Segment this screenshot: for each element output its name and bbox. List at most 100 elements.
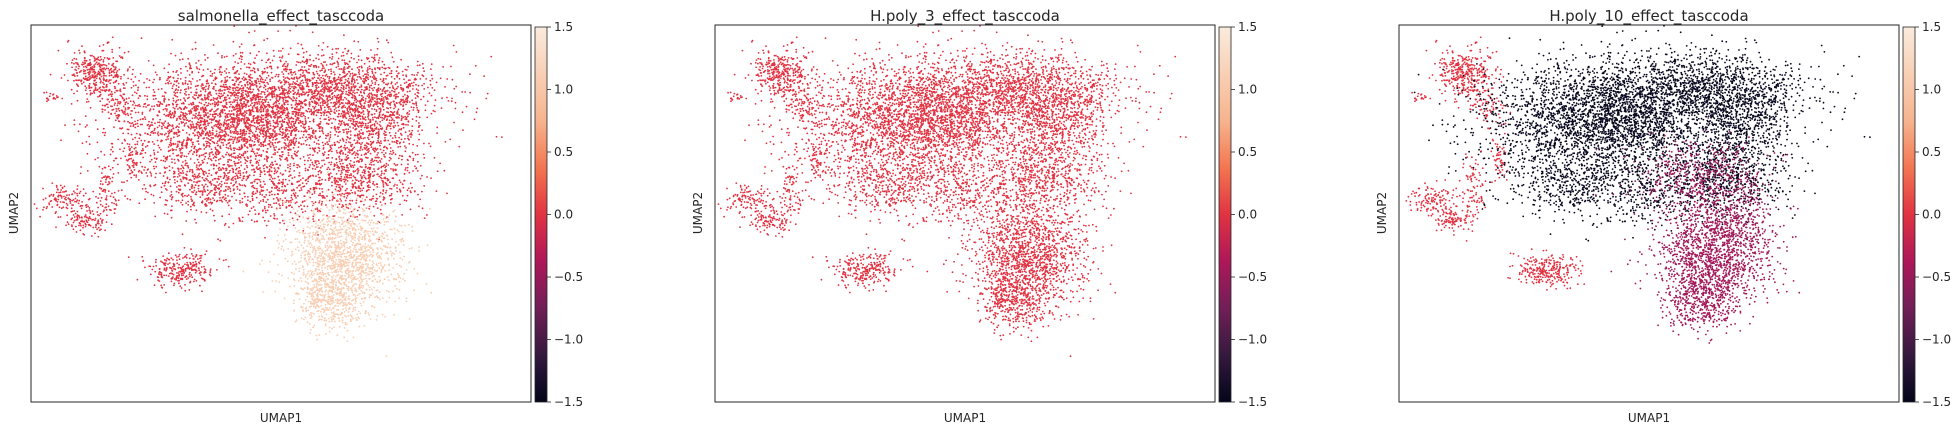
cell-point <box>71 74 74 77</box>
cell-point <box>180 89 182 92</box>
cell-point <box>322 65 324 68</box>
cell-point <box>89 92 92 94</box>
cell-point <box>259 193 262 196</box>
cell-point <box>258 101 261 103</box>
cell-point <box>332 79 335 81</box>
cell-point <box>331 48 334 51</box>
cell-point <box>204 155 207 158</box>
cell-point <box>319 82 322 85</box>
cell-point <box>391 56 394 59</box>
cell-point <box>210 118 213 121</box>
cell-point <box>137 86 140 89</box>
cell-point <box>232 109 235 111</box>
cell-point <box>115 79 118 82</box>
cell-point <box>250 80 253 83</box>
cell-point <box>356 100 359 102</box>
cell-point <box>360 65 363 68</box>
cell-point <box>100 75 103 78</box>
cell-point <box>117 108 119 110</box>
cell-point <box>49 73 52 76</box>
cell-point <box>230 113 233 115</box>
cell-point <box>350 52 353 55</box>
cell-point <box>289 29 292 32</box>
cell-point <box>219 128 221 131</box>
cell-point <box>196 140 199 143</box>
cell-point <box>256 102 259 105</box>
cell-point <box>256 117 259 120</box>
cell-point <box>242 76 245 78</box>
cell-point <box>239 128 242 131</box>
cell-point <box>99 68 101 71</box>
cell-point <box>173 107 176 110</box>
cell-point <box>127 68 129 70</box>
cell-point <box>111 98 114 100</box>
cell-point <box>105 79 108 82</box>
cell-point <box>102 60 105 63</box>
cell-point <box>307 94 309 97</box>
cell-point <box>210 121 213 124</box>
cell-point <box>360 143 362 146</box>
cell-point <box>129 147 132 150</box>
cell-point <box>264 79 267 82</box>
cell-point <box>114 66 117 69</box>
cell-point <box>66 62 68 65</box>
cell-point <box>376 91 379 94</box>
cell-point <box>372 57 375 60</box>
cell-point <box>114 119 117 122</box>
cell-point <box>205 85 207 88</box>
cell-point <box>251 140 254 142</box>
cell-point <box>396 81 398 84</box>
cell-point <box>405 147 407 149</box>
cell-point <box>123 93 126 96</box>
cell-point <box>236 157 239 159</box>
cell-point <box>169 124 171 127</box>
cell-point <box>245 164 248 167</box>
cell-point <box>188 150 191 153</box>
cell-point <box>358 130 361 133</box>
cell-point <box>415 101 417 103</box>
cell-point <box>106 57 109 59</box>
cell-point <box>261 132 264 135</box>
cell-point <box>103 67 105 69</box>
cell-point <box>80 166 82 168</box>
cell-point <box>181 112 184 114</box>
cell-point <box>309 120 311 123</box>
cell-point <box>355 101 358 104</box>
cell-point <box>285 60 287 63</box>
cell-point <box>116 89 119 92</box>
cell-point <box>462 129 464 132</box>
cell-point <box>328 118 330 121</box>
cell-point <box>273 116 275 118</box>
cell-point <box>251 148 254 151</box>
cell-point <box>276 151 279 154</box>
cell-point <box>86 68 89 71</box>
cell-point <box>203 127 206 130</box>
cell-point <box>120 75 122 78</box>
cell-point <box>168 80 171 82</box>
cell-point <box>160 148 162 151</box>
cell-point <box>206 175 209 178</box>
cell-point <box>96 73 99 76</box>
cell-point <box>219 65 222 68</box>
cell-point <box>291 86 293 88</box>
cell-point <box>224 115 227 118</box>
cell-point <box>116 70 119 72</box>
cell-point <box>362 80 364 82</box>
cell-point <box>77 85 80 88</box>
cell-point <box>260 117 263 119</box>
cell-point <box>144 132 147 135</box>
cell-point <box>344 116 347 118</box>
cell-point <box>293 162 295 165</box>
cell-point <box>414 97 417 100</box>
cell-point <box>181 147 184 150</box>
cell-point <box>358 73 361 75</box>
cell-point <box>219 90 222 92</box>
cell-point <box>288 170 291 173</box>
cell-point <box>168 103 171 106</box>
cell-point <box>436 126 439 129</box>
cell-point <box>367 83 370 86</box>
cell-point <box>177 173 180 175</box>
cell-point <box>276 141 279 144</box>
cell-point <box>390 81 393 84</box>
cell-point <box>192 132 195 135</box>
